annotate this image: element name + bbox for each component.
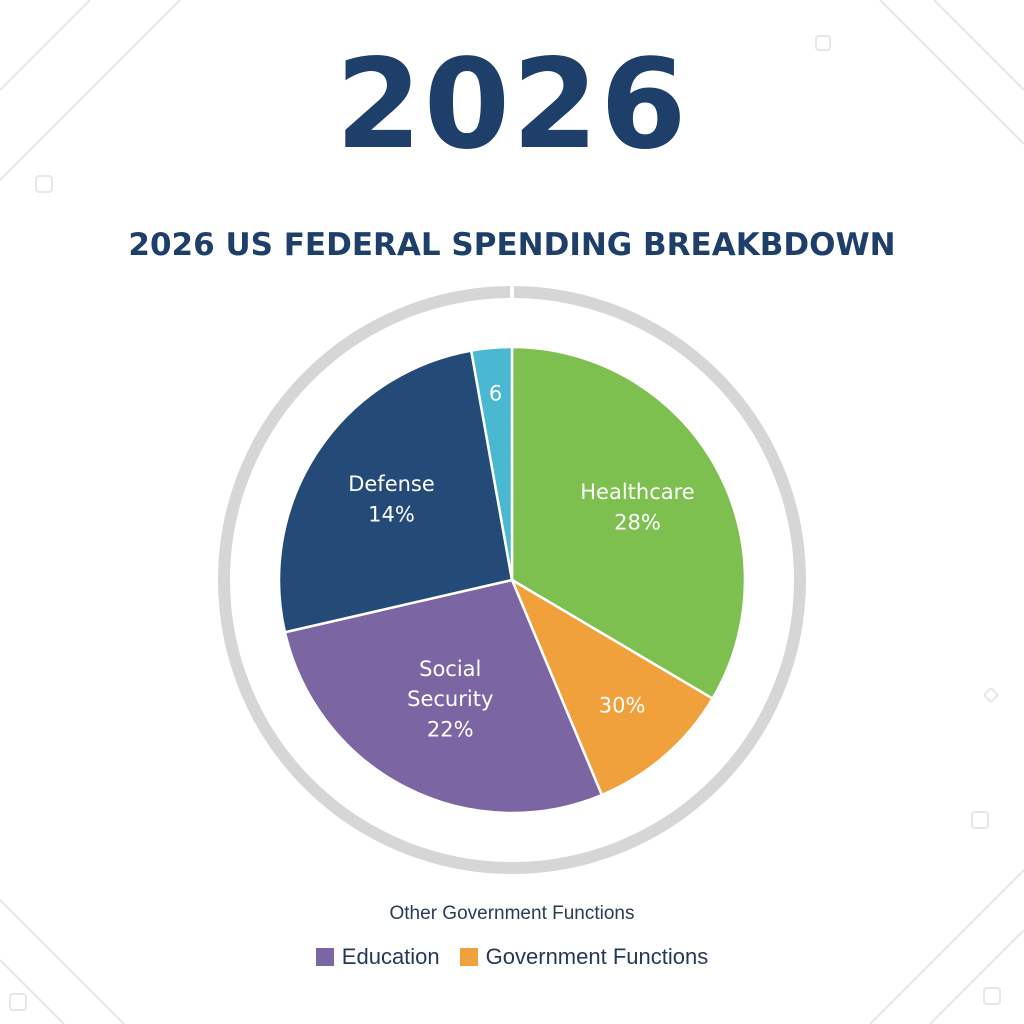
slice-label-healthcare: Healthcare 28% bbox=[580, 480, 694, 534]
legend-swatch-education bbox=[315, 948, 334, 966]
legend-item-government-functions: Government Functions bbox=[459, 944, 709, 970]
legend-swatch-government-functions bbox=[459, 948, 478, 966]
pie-slice-government-functions bbox=[509, 577, 715, 797]
other-functions-note: Other Government Functions bbox=[389, 903, 635, 924]
pie-slice-social-security bbox=[283, 578, 604, 815]
chart-title: 2026 US FEDERAL SPENDING BREAKBDOWN bbox=[128, 227, 896, 263]
year-heading: 2026 bbox=[335, 33, 689, 177]
slice-label-defense: Defense 14% bbox=[348, 472, 435, 526]
legend-item-education: Education bbox=[315, 944, 440, 970]
legend: Education Government Functions bbox=[0, 944, 1024, 970]
legend-label-government-functions: Government Functions bbox=[485, 944, 709, 969]
pie-slice-small bbox=[469, 345, 514, 581]
pie-slice-defense bbox=[277, 349, 514, 634]
slice-label-government-functions: 30% bbox=[599, 694, 646, 718]
slice-label-social-security: Social Security 22% bbox=[407, 657, 493, 742]
pie-slice-healthcare bbox=[510, 345, 747, 701]
legend-label-education: Education bbox=[341, 944, 440, 969]
slice-label-small: 6 bbox=[489, 381, 502, 405]
